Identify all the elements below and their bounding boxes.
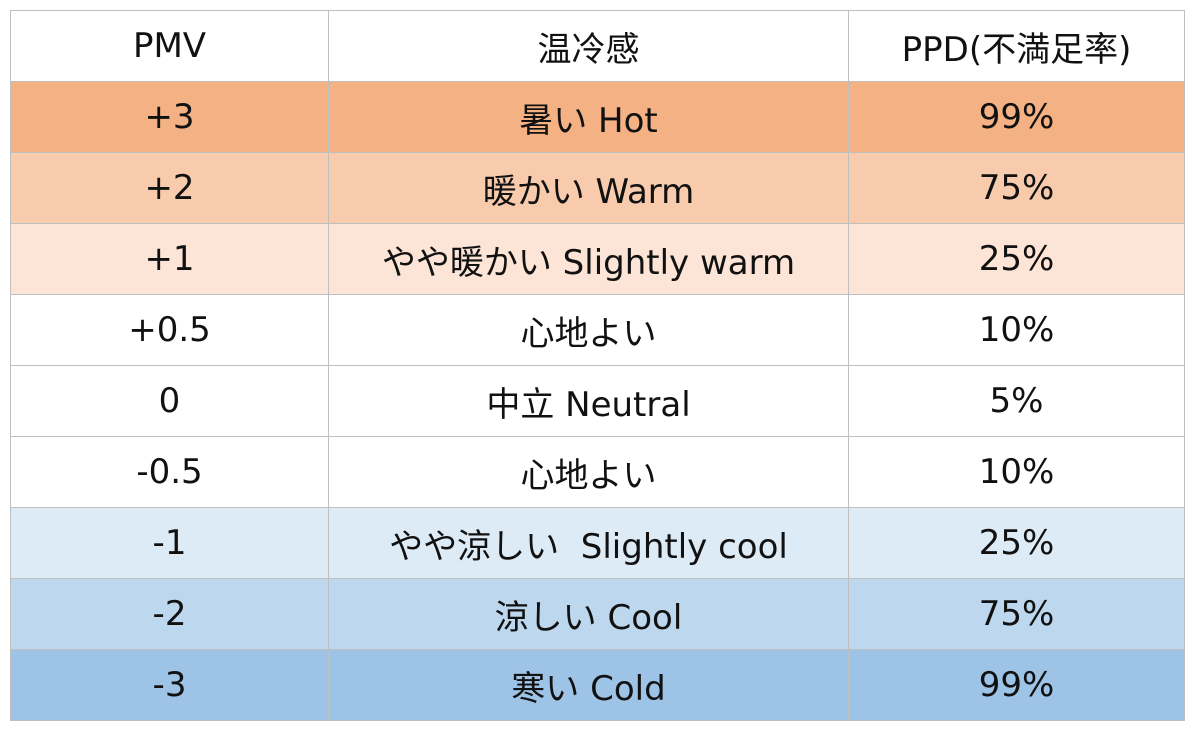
table-cell: 75% — [848, 152, 1185, 224]
table-cell: 10% — [848, 436, 1185, 508]
table-row: -2 涼しい Cool 75% — [10, 578, 1185, 650]
comfort-table: PMV 温冷感 PPD(不満足率) +3 暑い Hot 99% +2 暖かい Warm 75%… — [10, 10, 1185, 721]
header-cell: 温冷感 — [328, 10, 849, 82]
table-row: +2 暖かい Warm 75% — [10, 152, 1185, 224]
header-cell: PMV — [10, 10, 329, 82]
table-row: +0.5 心地よい 10% — [10, 294, 1185, 366]
table-cell: -0.5 — [10, 436, 329, 508]
table-row: +1 やや暖かい Slightly warm 25% — [10, 223, 1185, 295]
header-row: PMV 温冷感 PPD(不満足率) — [10, 10, 1185, 82]
table-cell: 75% — [848, 578, 1185, 650]
table-cell: 中立 Neutral — [328, 365, 849, 437]
table-cell: 暑い Hot — [328, 81, 849, 153]
table-cell: 10% — [848, 294, 1185, 366]
table-cell: 5% — [848, 365, 1185, 437]
table-row: 0 中立 Neutral 5% — [10, 365, 1185, 437]
table-cell: 涼しい Cool — [328, 578, 849, 650]
header-cell: PPD(不満足率) — [848, 10, 1185, 82]
table-row: +3 暑い Hot 99% — [10, 81, 1185, 153]
table-cell: -2 — [10, 578, 329, 650]
table-cell: 心地よい — [328, 436, 849, 508]
table-cell: 0 — [10, 365, 329, 437]
table-cell: 暖かい Warm — [328, 152, 849, 224]
table-row: -3 寒い Cold 99% — [10, 649, 1185, 721]
table-cell: -1 — [10, 507, 329, 579]
table-cell: 99% — [848, 81, 1185, 153]
table-cell: +3 — [10, 81, 329, 153]
table-row: -1 やや涼しい Slightly cool 25% — [10, 507, 1185, 579]
table-cell: +2 — [10, 152, 329, 224]
table-cell: 25% — [848, 507, 1185, 579]
table-cell: +0.5 — [10, 294, 329, 366]
table-cell: 心地よい — [328, 294, 849, 366]
table-cell: -3 — [10, 649, 329, 721]
table-cell: +1 — [10, 223, 329, 295]
table-cell: 99% — [848, 649, 1185, 721]
table-row: -0.5 心地よい 10% — [10, 436, 1185, 508]
table-cell: やや暖かい Slightly warm — [328, 223, 849, 295]
table-cell: 25% — [848, 223, 1185, 295]
table-cell: 寒い Cold — [328, 649, 849, 721]
table-cell: やや涼しい Slightly cool — [328, 507, 849, 579]
